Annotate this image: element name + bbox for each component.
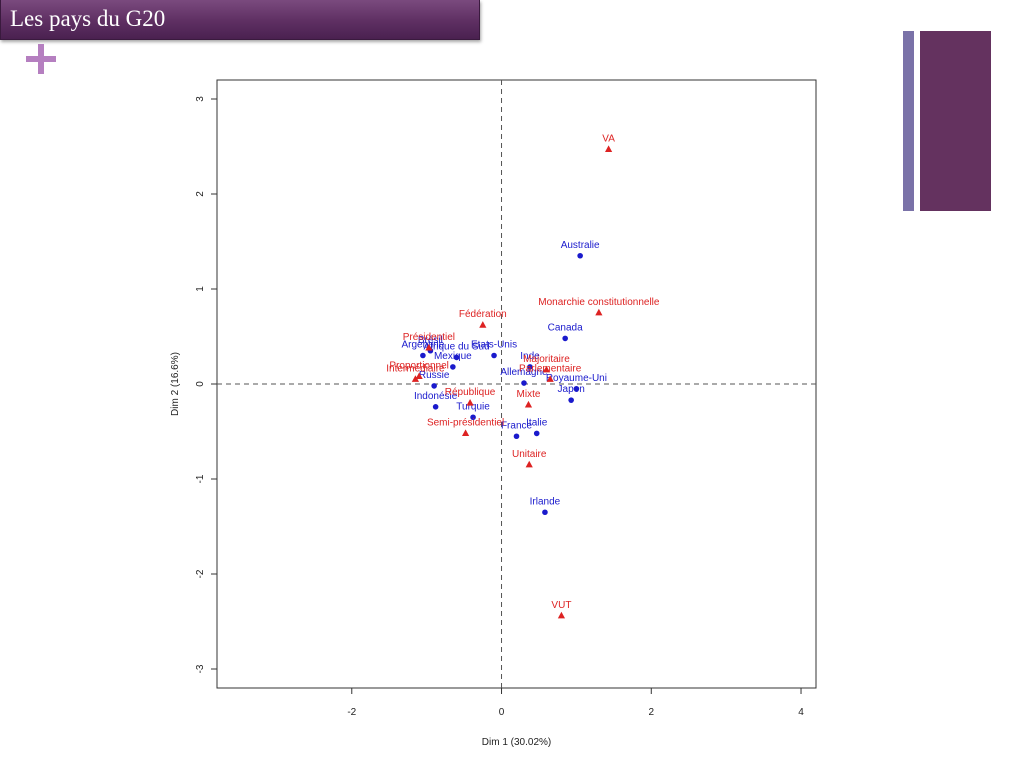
point-label: Japon [558,384,585,395]
point-marker [453,354,460,361]
variable-label: Intermédiaire [386,363,445,374]
point-marker [568,397,574,403]
point-label: Irlande [530,496,561,507]
slide-title: Les pays du G20 [10,6,166,31]
x-tick-label: 4 [798,707,804,718]
point-marker [470,414,476,421]
point-marker [431,383,437,389]
slide-title-bar: Les pays du G20 [0,0,480,40]
point-label: Royaume-Uni [546,373,607,384]
point-label: Allemagne [500,367,548,378]
point-marker [521,380,527,386]
variable-marker [461,429,470,436]
point-label: Inde [520,351,540,362]
variable-marker [557,611,566,619]
point-marker [513,433,520,440]
variable-label: Présidentiel [403,332,455,343]
y-tick-label: -1 [195,474,206,483]
point-marker [542,509,548,516]
point-label: Italie [526,417,548,428]
y-tick-label: 0 [195,381,206,387]
point-marker [491,352,497,359]
point-marker [527,364,533,370]
x-tick-label: 0 [499,707,505,718]
variable-label: Semi-présidentiel [427,417,504,428]
variable-label: Monarchie constitutionnelle [538,297,660,308]
variable-marker [415,372,423,379]
y-tick-label: -3 [195,664,206,673]
y-tick-label: 3 [195,96,206,102]
variable-label: Proportionnel [389,360,448,371]
point-label: Turquie [456,401,490,412]
variable-label: Majoritaire [523,354,570,365]
x-tick-label: 2 [648,707,654,718]
point-marker [432,404,439,410]
variable-label: Fédération [459,309,507,320]
decorative-bar-wide [920,31,991,211]
point-label: France [501,420,533,431]
variable-marker [479,321,487,328]
point-label: Brésil [418,335,443,346]
variable-label: Parlementaire [519,363,582,374]
variable-label: Mixte [517,389,541,400]
variable-marker [595,308,603,316]
point-label: Etats-Unis [471,340,517,351]
variable-marker [525,460,533,468]
variable-marker [524,400,533,408]
point-marker [450,364,456,370]
y-tick-label: -2 [195,569,206,578]
point-marker [533,430,540,437]
point-label: Canada [548,322,583,333]
point-label: Indonésie [414,391,458,402]
point-label: Australie [561,240,600,251]
x-tick-label: -2 [347,707,356,718]
plus-icon [26,44,58,76]
point-label: Mexique [434,351,472,362]
x-axis-label: Dim 1 (30.02%) [482,737,551,748]
point-marker [573,385,580,392]
y-tick-label: 1 [195,286,206,292]
variable-label: VA [602,133,615,144]
variable-label: République [445,387,496,398]
variable-label: VUT [551,600,571,611]
variable-marker [546,375,554,382]
y-axis-label: Dim 2 (16.6%) [170,352,181,416]
point-marker [577,252,583,259]
point-marker [562,335,568,342]
point-label: Russie [419,370,450,381]
point-marker [420,352,426,359]
variable-marker [466,399,474,406]
variable-marker [542,365,551,373]
point-label: Afrique du Sud [424,341,490,352]
variable-marker [604,145,613,152]
y-tick-label: 2 [195,191,206,197]
point-label: Argentine [402,340,445,351]
variable-marker [411,375,420,382]
decorative-bar-thin [903,31,914,211]
variable-marker [425,343,433,351]
variable-label: Unitaire [512,449,547,460]
